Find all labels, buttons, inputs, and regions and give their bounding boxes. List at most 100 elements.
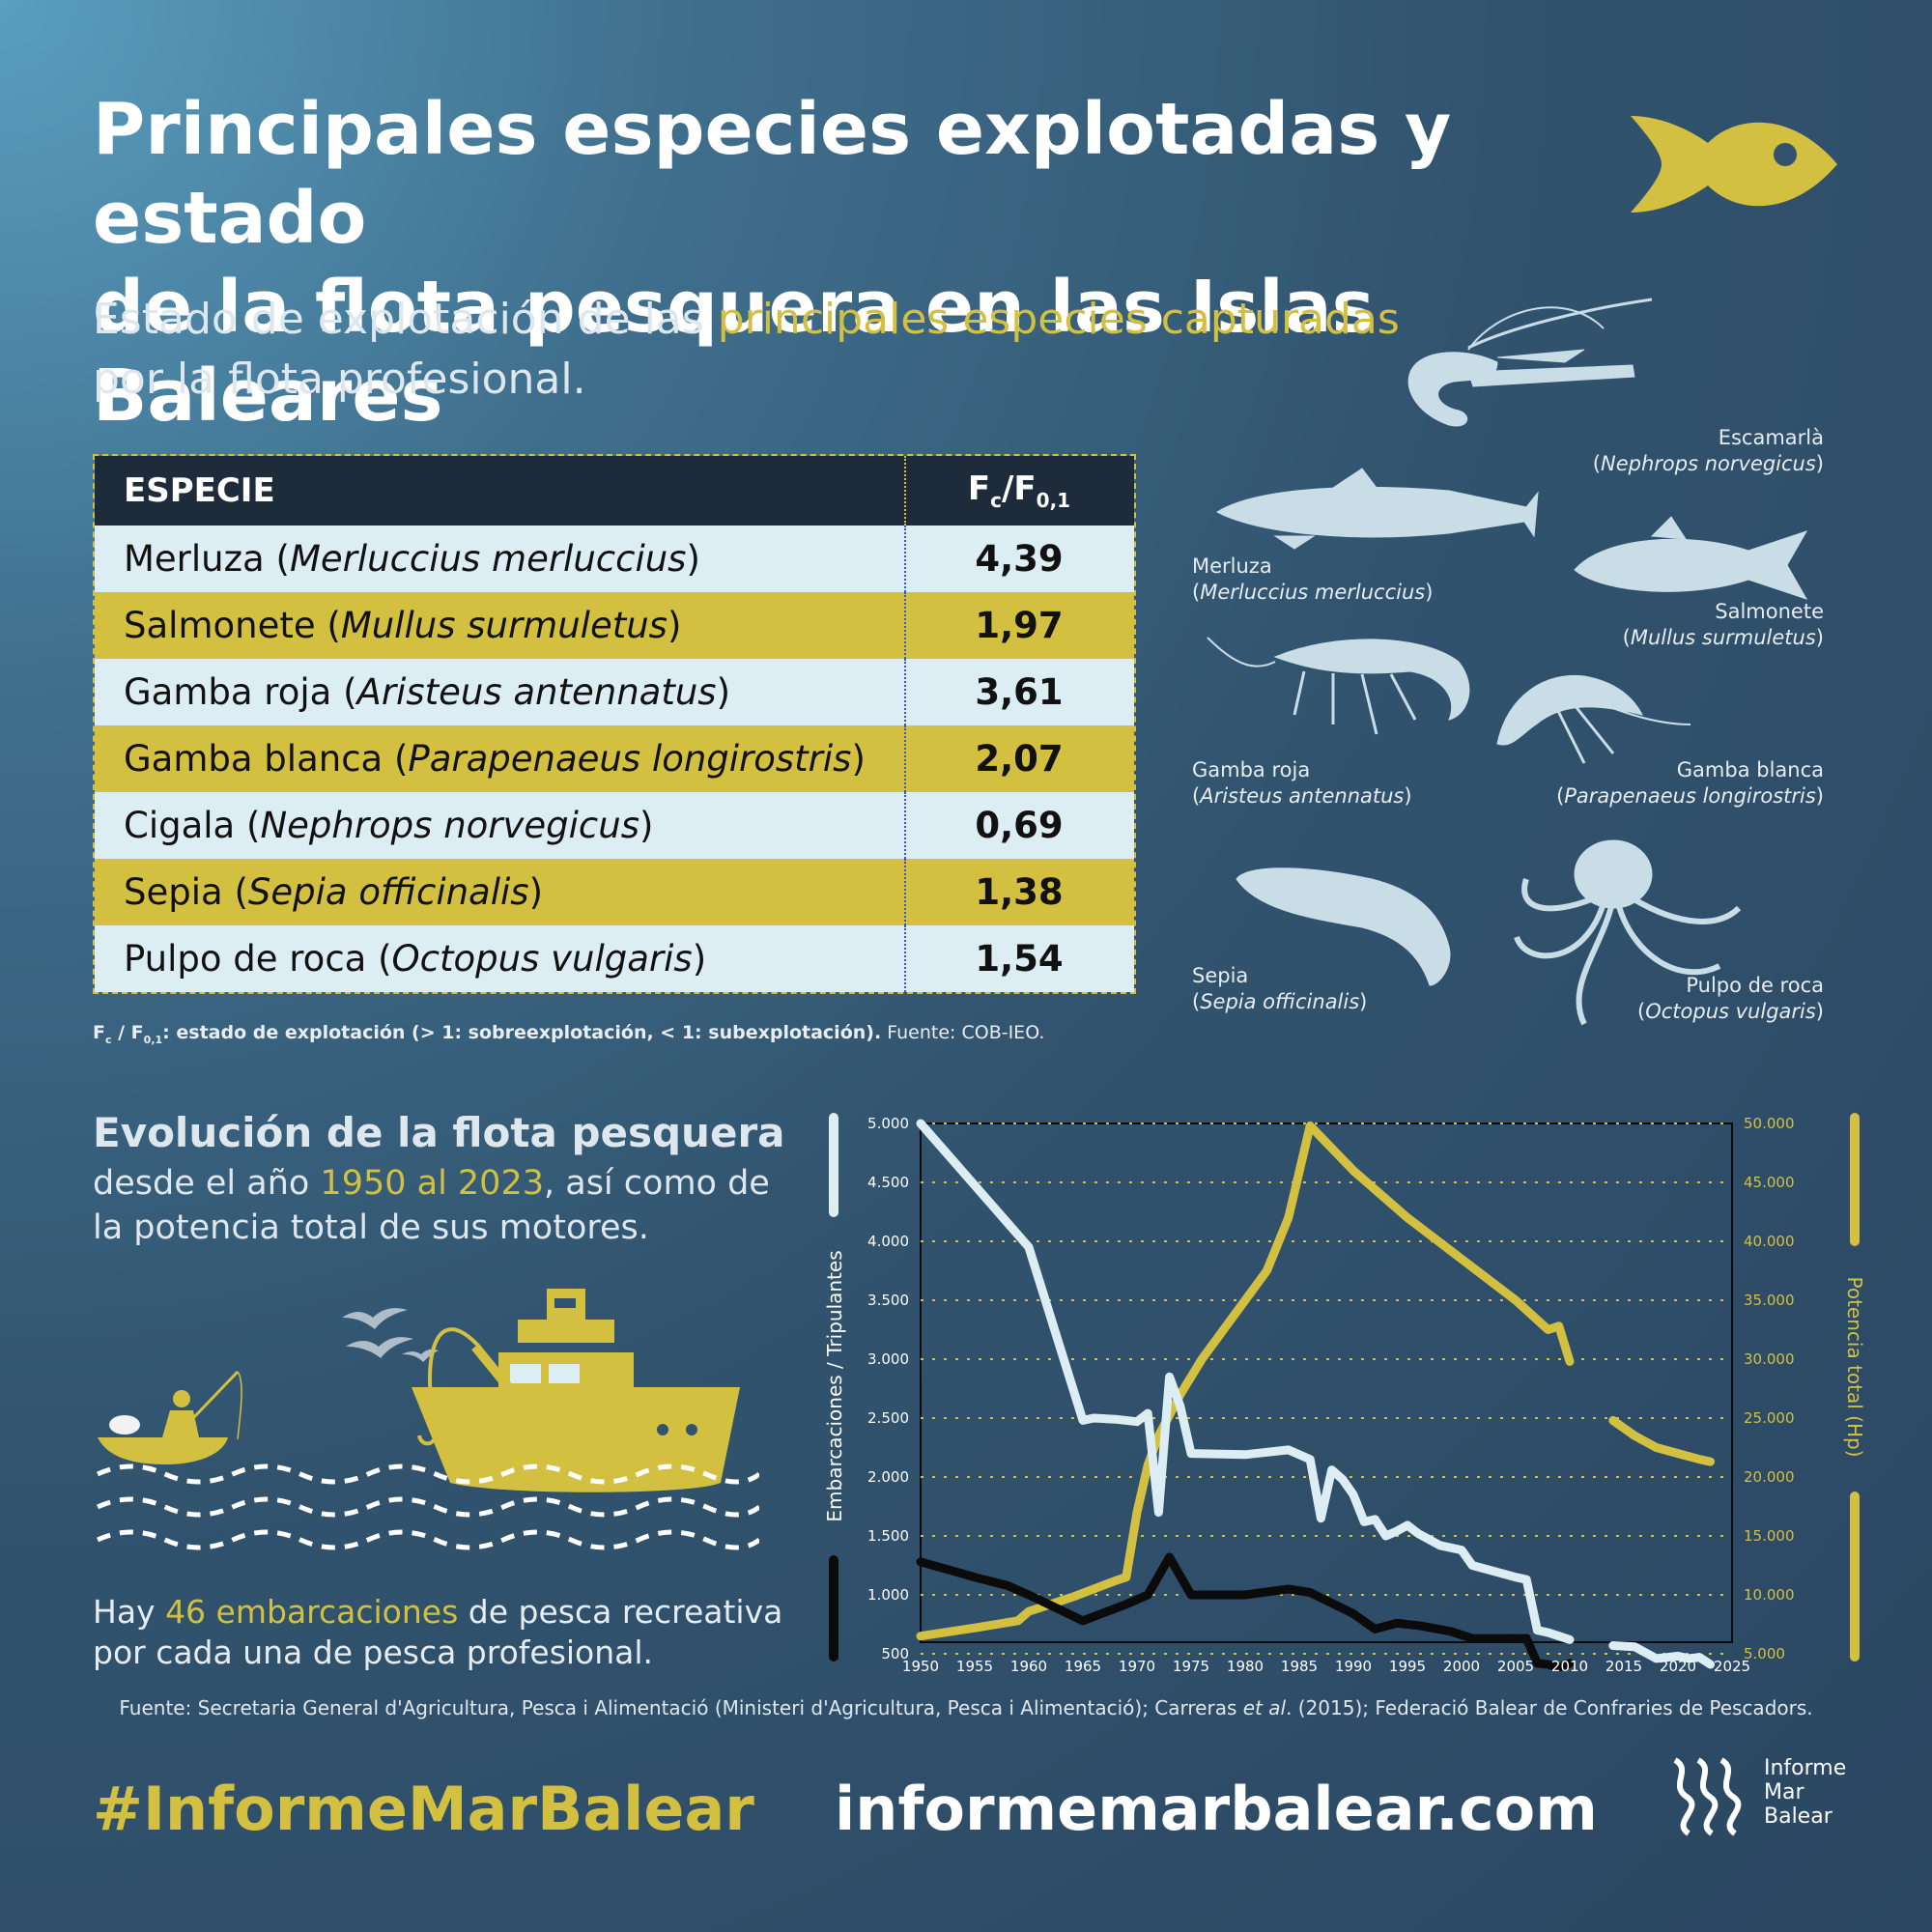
x-tick: 2020 bbox=[1660, 1658, 1696, 1671]
brand-logo: Informe Mar Balear bbox=[1764, 1756, 1847, 1829]
y-tick-left: 3.500 bbox=[867, 1292, 909, 1309]
ratio-cell: 3,61 bbox=[975, 671, 1064, 713]
legend-tripulantes-swatch bbox=[829, 1113, 838, 1217]
y-tick-right: 20.000 bbox=[1744, 1468, 1795, 1486]
y-axis-right-label: Potencia total (Hp) bbox=[1843, 1276, 1866, 1457]
label-gamba-roja: Gamba roja (Aristeus antennatus) bbox=[1192, 758, 1412, 808]
birds-icon bbox=[342, 1308, 439, 1362]
species-cell: Salmonete (Mullus surmuletus) bbox=[124, 605, 682, 646]
series-tripulantes-line bbox=[1608, 1641, 1716, 1669]
exploitation-table: ESPECIE Fc/F0,1 Merluza (Merluccius merl… bbox=[93, 454, 1136, 994]
label-pulpo: Pulpo de roca (Octopus vulgaris) bbox=[1637, 974, 1824, 1023]
species-cell: Cigala (Nephrops norvegicus) bbox=[124, 805, 654, 846]
label-sepia: Sepia (Sepia officinalis) bbox=[1192, 964, 1368, 1013]
y-tick-right: 30.000 bbox=[1744, 1350, 1795, 1368]
table-row: Salmonete (Mullus surmuletus) 1,97 bbox=[95, 592, 1134, 659]
fish-icon bbox=[1631, 116, 1837, 213]
section-subtitle: Estado de explotación de las principales… bbox=[93, 290, 1522, 410]
fleet-title: Evolución de la flota pesquera bbox=[93, 1109, 785, 1156]
x-tick: 1965 bbox=[1065, 1658, 1101, 1671]
x-tick: 1960 bbox=[1010, 1658, 1047, 1671]
table-row: Merluza (Merluccius merluccius) 4,39 bbox=[95, 526, 1134, 592]
series-embarcaciones-line bbox=[916, 1552, 1575, 1671]
x-tick: 2025 bbox=[1714, 1658, 1750, 1671]
label-gamba-blanca: Gamba blanca (Parapenaeus longirostris) bbox=[1556, 758, 1824, 808]
y-tick-right: 50.000 bbox=[1744, 1115, 1795, 1132]
x-tick: 1980 bbox=[1227, 1658, 1264, 1671]
note-source: Fuente: COB-IEO. bbox=[881, 1022, 1045, 1043]
table-header: ESPECIE Fc/F0,1 bbox=[95, 456, 1134, 526]
species-cell: Sepia (Sepia officinalis) bbox=[124, 871, 543, 913]
x-tick: 2000 bbox=[1443, 1658, 1480, 1671]
hashtag: #InformeMarBalear bbox=[93, 1774, 754, 1844]
x-tick: 1950 bbox=[902, 1658, 939, 1671]
chart-source: Fuente: Secretaria General d'Agricultura… bbox=[119, 1696, 1813, 1719]
table-row: Gamba roja (Aristeus antennatus) 3,61 bbox=[95, 659, 1134, 725]
x-tick: 1975 bbox=[1173, 1658, 1209, 1671]
species-cell: Merluza (Merluccius merluccius) bbox=[124, 538, 700, 580]
ratio-cell: 1,54 bbox=[975, 938, 1064, 980]
y-tick-left: 1.500 bbox=[867, 1527, 909, 1545]
page-title: Principales especies explotadas y estado… bbox=[93, 85, 1600, 440]
subtitle-highlight: principales especies capturadas bbox=[717, 295, 1400, 344]
species-illustrations bbox=[1207, 298, 1808, 1026]
series-tripulantes-line bbox=[916, 1119, 1575, 1644]
note-definition: Fc / F0,1: estado de explotación (> 1: s… bbox=[93, 1022, 882, 1046]
boats-illustration bbox=[96, 1289, 759, 1550]
y-tick-left: 4.500 bbox=[867, 1174, 909, 1191]
x-tick: 1955 bbox=[956, 1658, 993, 1671]
y-tick-left: 500 bbox=[881, 1645, 909, 1662]
title-line-2: de la flota pesquera en las Islas Balear… bbox=[93, 266, 1375, 438]
x-tick: 2005 bbox=[1497, 1658, 1534, 1671]
x-tick: 1990 bbox=[1335, 1658, 1372, 1671]
y-tick-left: 3.000 bbox=[867, 1350, 909, 1368]
fishing-boat-icon bbox=[412, 1289, 740, 1492]
y-tick-right: 45.000 bbox=[1744, 1174, 1795, 1191]
series-potencia-line bbox=[1608, 1415, 1716, 1466]
table-note: Fc / F0,1: estado de explotación (> 1: s… bbox=[93, 1022, 1044, 1046]
x-tick: 2010 bbox=[1551, 1658, 1588, 1671]
red-shrimp-illustration bbox=[1207, 637, 1470, 735]
header-species: ESPECIE bbox=[124, 471, 275, 510]
y-tick-left: 1.000 bbox=[867, 1586, 909, 1604]
legend-potencia-swatch-top bbox=[1850, 1113, 1860, 1246]
waves-logo-icon bbox=[1673, 1757, 1742, 1836]
y-tick-left: 2.500 bbox=[867, 1409, 909, 1427]
subtitle-text: Estado de explotación de las bbox=[93, 295, 718, 344]
y-tick-right: 40.000 bbox=[1744, 1233, 1795, 1250]
species-cell: Gamba roja (Aristeus antennatus) bbox=[124, 671, 730, 713]
website-link[interactable]: informemarbalear.com bbox=[835, 1774, 1598, 1844]
red-mullet-illustration bbox=[1574, 516, 1808, 600]
y-axis-left-label: Embarcaciones / Tripulantes bbox=[823, 1250, 846, 1521]
white-shrimp-illustration bbox=[1496, 674, 1691, 764]
label-merluza: Merluza (Merluccius merluccius) bbox=[1192, 554, 1434, 604]
table-row: Gamba blanca (Parapenaeus longirostris) 2… bbox=[95, 725, 1134, 792]
label-salmonete: Salmonete (Mullus surmuletus) bbox=[1622, 600, 1824, 649]
ratio-cell: 2,07 bbox=[975, 738, 1064, 780]
y-tick-right: 35.000 bbox=[1744, 1292, 1795, 1309]
fleet-years: 1950 al 2023 bbox=[320, 1164, 544, 1203]
fleet-evolution-chart: 1950 1955 1960 1965 1970 1975 1980 1985 1990 1995… bbox=[823, 1113, 1866, 1671]
y-tick-right: 5.000 bbox=[1744, 1645, 1785, 1662]
x-tick: 1985 bbox=[1281, 1658, 1318, 1671]
header-ratio: Fc/F0,1 bbox=[967, 469, 1071, 512]
cuttlefish-illustration bbox=[1236, 867, 1451, 986]
x-tick: 1995 bbox=[1389, 1658, 1426, 1671]
fleet-subtitle: desde el año 1950 al 2023, así como de l… bbox=[93, 1164, 770, 1247]
title-line-1: Principales especies explotadas y estado bbox=[93, 88, 1452, 260]
ratio-cell: 0,69 bbox=[975, 805, 1064, 846]
legend-potencia-swatch-bottom bbox=[1850, 1492, 1860, 1662]
species-cell: Pulpo de roca (Octopus vulgaris) bbox=[124, 938, 707, 980]
waves-icon bbox=[96, 1463, 759, 1550]
hake-illustration bbox=[1216, 468, 1539, 550]
legend-embarcaciones-swatch bbox=[829, 1555, 838, 1662]
fact-highlight: 46 embarcaciones bbox=[165, 1593, 459, 1631]
ratio-cell: 1,97 bbox=[975, 605, 1064, 646]
y-tick-left: 5.000 bbox=[867, 1115, 909, 1132]
y-tick-right: 25.000 bbox=[1744, 1409, 1795, 1427]
recreational-fact: Hay 46 embarcaciones de pesca recreativa… bbox=[93, 1593, 783, 1671]
label-escamarla: Escamarlà (Nephrops norvegicus) bbox=[1592, 426, 1824, 475]
table-row: Cigala (Nephrops norvegicus) 0,69 bbox=[95, 792, 1134, 859]
octopus-illustration bbox=[1514, 839, 1742, 1026]
x-tick: 2015 bbox=[1605, 1658, 1642, 1671]
